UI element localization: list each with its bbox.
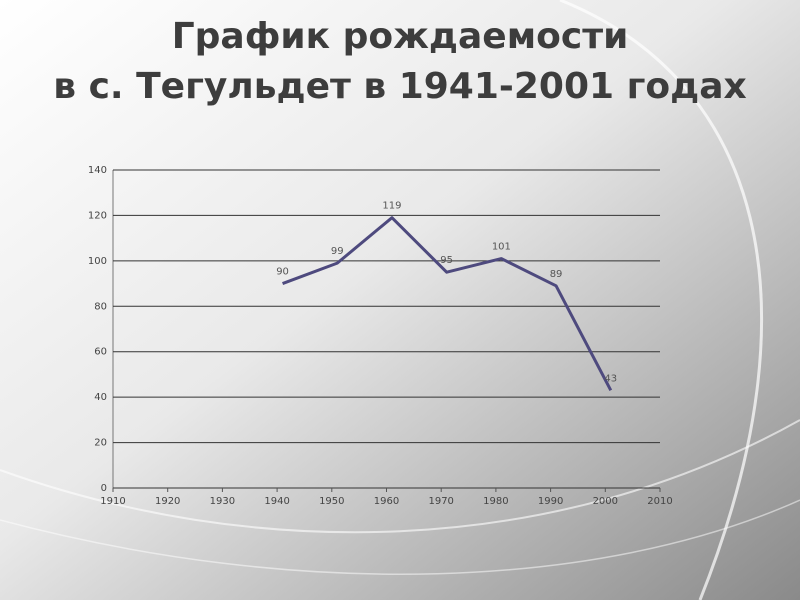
data-label: 90: [276, 267, 289, 278]
y-tick-label: 40: [94, 392, 107, 403]
x-tick-label: 1990: [538, 496, 563, 507]
data-label: 43: [604, 373, 617, 384]
data-label: 95: [440, 255, 453, 266]
chart-title: График рождаемости: [172, 16, 629, 57]
y-tick-label: 80: [94, 301, 107, 312]
y-tick-label: 0: [101, 483, 107, 494]
x-tick-label: 1960: [374, 496, 399, 507]
decor-curve: [559, 0, 764, 600]
x-tick-label: 2010: [647, 496, 672, 507]
data-label: 101: [492, 242, 511, 253]
data-label: 99: [331, 246, 344, 257]
x-tick-label: 1950: [319, 496, 344, 507]
y-tick-label: 140: [88, 165, 107, 176]
x-tick-label: 1920: [155, 496, 180, 507]
decor-curve: [0, 419, 800, 534]
data-label: 119: [382, 201, 401, 212]
chart-title: в с. Тегульдет в 1941-2001 годах: [53, 66, 746, 107]
y-tick-label: 60: [94, 347, 107, 358]
y-tick-label: 120: [88, 210, 107, 221]
x-tick-label: 1910: [100, 496, 125, 507]
x-tick-label: 2000: [593, 496, 618, 507]
decor-curve: [0, 499, 800, 575]
y-tick-label: 100: [88, 256, 107, 267]
x-tick-label: 1970: [428, 496, 453, 507]
data-label: 89: [550, 269, 563, 280]
data-line: [282, 216, 613, 392]
y-tick-label: 20: [94, 438, 107, 449]
x-tick-label: 1940: [264, 496, 289, 507]
x-tick-label: 1980: [483, 496, 508, 507]
x-tick-label: 1930: [210, 496, 235, 507]
